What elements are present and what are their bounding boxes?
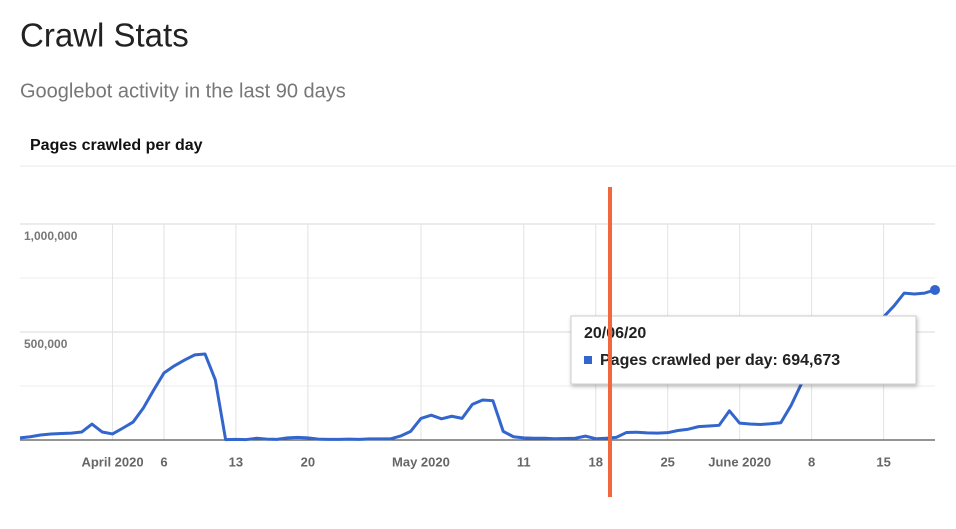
x-tick-label: 11 [517, 454, 531, 469]
x-tick-label: April 2020 [81, 454, 143, 469]
x-tick-label: 20 [301, 454, 315, 469]
y-tick-label: 500,000 [24, 337, 68, 351]
hover-point [930, 284, 940, 295]
tooltip-text: Pages crawled per day: 694,673 [600, 352, 840, 369]
tooltip-swatch [584, 356, 592, 364]
x-tick-label: 15 [876, 454, 890, 469]
tooltip-box [570, 315, 917, 385]
page-title: Crawl Stats [20, 17, 189, 54]
x-tick-label: 18 [588, 454, 602, 469]
x-tick-label: June 2020 [708, 454, 771, 469]
x-tick-label: May 2020 [392, 454, 450, 469]
plot [19, 284, 940, 442]
tooltip: 20/06/20 Pages crawled per day: 694,673 [570, 315, 917, 385]
y-tick-label: 1,000,000 [24, 229, 78, 243]
chart-title: Pages crawled per day [30, 137, 203, 154]
x-tick-label: 13 [229, 454, 243, 469]
tooltip-title: 20/06/20 [584, 325, 646, 342]
page-subtitle: Googlebot activity in the last 90 days [20, 80, 346, 102]
x-tick-label: 25 [660, 454, 674, 469]
x-tick-label: 6 [160, 454, 167, 469]
x-tick-label: 8 [808, 454, 815, 469]
data-line [19, 288, 936, 442]
